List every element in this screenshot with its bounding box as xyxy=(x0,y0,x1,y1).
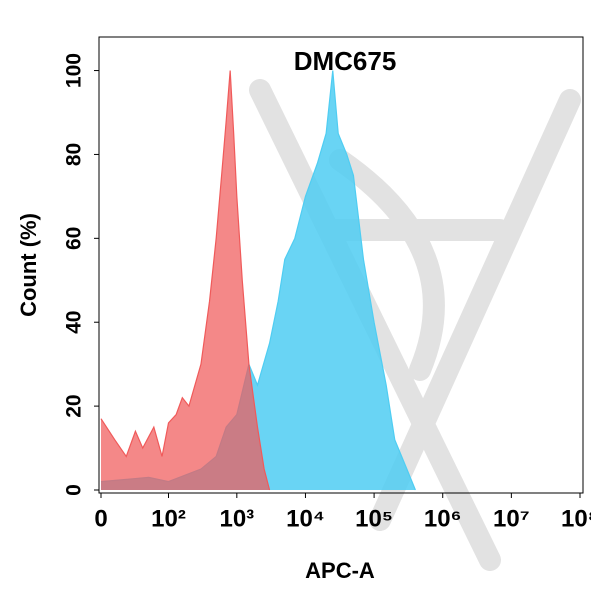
series-line xyxy=(100,70,271,491)
x-tick-label: 10⁸ xyxy=(561,505,591,532)
x-tick-label: 10⁶ xyxy=(424,505,462,532)
x-tick-label: 10⁵ xyxy=(355,505,393,532)
y-axis-label: Count (%) xyxy=(16,213,41,317)
x-tick-label: 10⁴ xyxy=(286,505,325,532)
y-tick-label: 20 xyxy=(63,394,86,417)
y-tick-label: 0 xyxy=(63,484,86,496)
x-tick-label: 0 xyxy=(94,505,107,532)
plot-frame xyxy=(98,36,584,494)
area-fill xyxy=(101,70,416,491)
x-tick-label: 10³ xyxy=(219,505,254,532)
y-tick-label: 100 xyxy=(63,53,86,88)
x-tick-label: 10⁷ xyxy=(493,505,530,532)
y-tick-label: 80 xyxy=(63,143,86,166)
x-axis-label: APC-A xyxy=(305,558,375,583)
y-tick-label: 40 xyxy=(63,311,86,334)
chart-title: DMC675 xyxy=(294,46,397,76)
area-fill xyxy=(101,70,270,491)
y-tick-label: 60 xyxy=(63,227,86,250)
x-tick-label: 10² xyxy=(151,505,186,532)
